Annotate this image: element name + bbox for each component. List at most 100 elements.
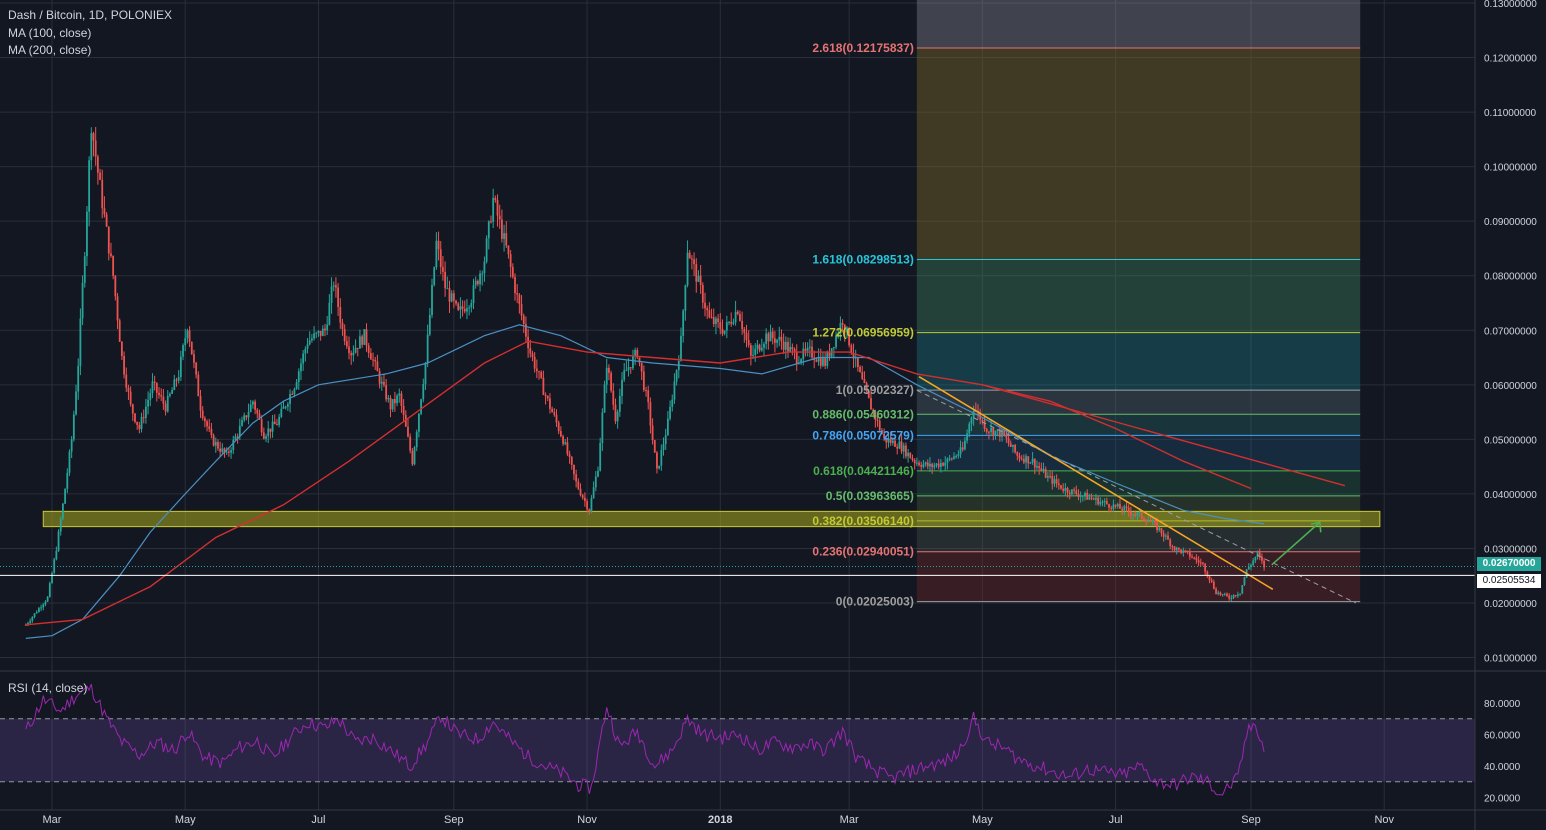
candle-body — [1175, 547, 1178, 551]
candle-body — [968, 423, 971, 434]
candle-body — [1088, 497, 1091, 500]
candle-body — [1254, 556, 1257, 561]
rsi-pane — [0, 683, 1475, 796]
candle-body — [112, 255, 115, 276]
candle-body — [710, 317, 713, 319]
candle-body — [1066, 487, 1069, 493]
candle-body — [29, 620, 32, 623]
candle-body — [171, 389, 174, 394]
candle-body — [660, 449, 663, 466]
candle-body — [284, 406, 287, 408]
candle-body — [507, 245, 510, 255]
candle-body — [1263, 560, 1266, 568]
candle-body — [896, 446, 899, 449]
candle-body — [92, 133, 95, 141]
candle-body — [339, 306, 342, 323]
candle-body — [531, 353, 534, 357]
candle-body — [1055, 479, 1058, 484]
candle-body — [151, 381, 154, 394]
candle-body — [883, 434, 885, 438]
rsi-axis-label: 60.0000 — [1484, 731, 1521, 742]
candle-body — [752, 354, 754, 356]
candle-body — [739, 313, 741, 321]
support-zone[interactable] — [42, 510, 1381, 528]
candle-body — [1099, 501, 1102, 505]
candle-body — [1101, 501, 1104, 503]
candle-body — [463, 308, 466, 312]
candle-body — [37, 608, 40, 613]
candle-body — [40, 607, 42, 609]
candle-body — [800, 359, 803, 363]
candle-body — [31, 616, 34, 621]
candle-body — [114, 275, 117, 297]
candle-body — [182, 345, 184, 357]
candle-body — [79, 318, 82, 366]
candle-body — [1001, 429, 1003, 437]
target-arrow-head — [1310, 521, 1322, 533]
candle-body — [701, 285, 704, 303]
candle-body — [1226, 593, 1228, 596]
candle-body — [1129, 511, 1132, 515]
candle-body — [269, 428, 272, 432]
rsi-axis-label: 80.0000 — [1484, 699, 1521, 710]
candle-body — [597, 470, 599, 477]
candle-body — [1252, 560, 1255, 565]
candle-body — [446, 288, 449, 290]
ma200-line — [25, 340, 1252, 626]
candle-body — [383, 381, 385, 385]
candle-body — [824, 358, 827, 366]
candle-body — [793, 349, 796, 353]
candle-body — [1016, 452, 1019, 456]
candle-body — [802, 348, 805, 360]
candle-body — [1040, 468, 1043, 471]
candle-body — [291, 393, 294, 395]
candle-body — [418, 413, 420, 432]
candle-body — [568, 454, 571, 457]
candle-body — [206, 421, 208, 427]
candle-body — [931, 463, 934, 468]
candle-body — [494, 197, 497, 201]
candle-body — [1215, 588, 1217, 595]
fib-band — [916, 47, 1361, 260]
candle-body — [756, 344, 759, 349]
candle-body — [614, 404, 617, 422]
candle-body — [90, 133, 93, 161]
candle-body — [939, 463, 942, 467]
candle-body — [723, 330, 726, 334]
fib-level-label: 0.236(0.02940051) — [812, 545, 913, 559]
candle-body — [243, 415, 246, 421]
candle-body — [212, 435, 215, 446]
candle-body — [1134, 514, 1137, 516]
drawings[interactable] — [916, 375, 1357, 604]
candle-body — [1160, 528, 1163, 534]
candle-body — [527, 336, 530, 349]
candle-body — [393, 399, 396, 404]
candle-body — [551, 408, 554, 413]
candle-body — [1092, 498, 1095, 500]
candle-body — [815, 360, 818, 362]
candle-body — [1086, 492, 1089, 500]
candle-body — [249, 404, 252, 412]
candle-body — [894, 440, 896, 447]
candle-body — [94, 140, 97, 157]
legend-ma100: MA (100, close) — [8, 26, 92, 40]
candle-body — [1178, 547, 1180, 550]
candle-body — [1132, 514, 1134, 516]
candle-body — [282, 406, 285, 409]
crosshair-price-tag: 0.02505534 — [1477, 574, 1541, 588]
candle-body — [981, 419, 984, 421]
candle-body — [741, 320, 744, 330]
candle-body — [1005, 435, 1008, 439]
fibonacci-retracement[interactable] — [916, 0, 1361, 603]
candle-body — [994, 430, 997, 436]
candle-body — [806, 347, 809, 351]
candle-body — [924, 462, 927, 465]
candle-body — [295, 382, 298, 389]
candle-body — [629, 367, 632, 369]
candle-body — [983, 420, 986, 429]
candle-body — [439, 249, 442, 268]
fib-band — [916, 435, 1361, 471]
candle-body — [101, 179, 104, 209]
